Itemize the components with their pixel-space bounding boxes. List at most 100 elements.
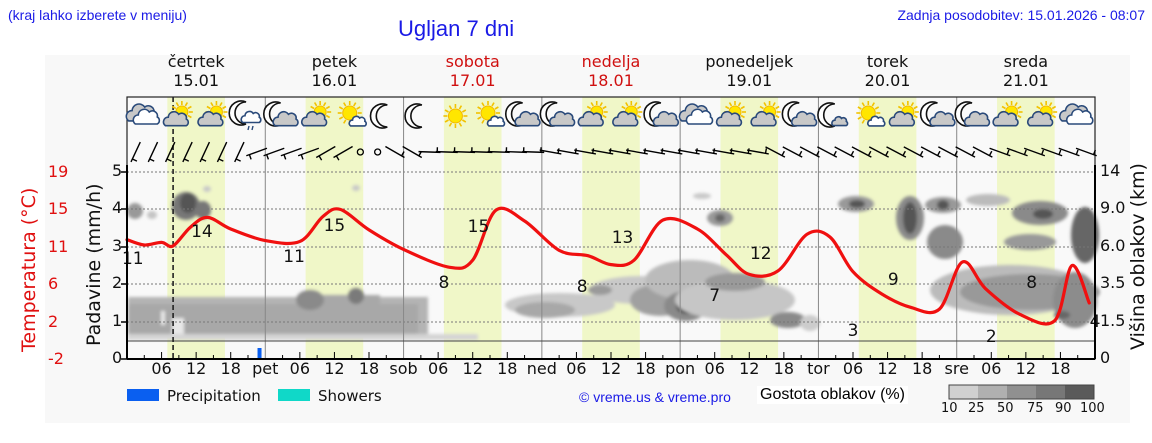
moon-icon — [369, 103, 388, 129]
temperature-label: 14 — [191, 222, 213, 242]
temperature-label: 8 — [577, 277, 588, 297]
temperature-label: 8 — [438, 273, 449, 293]
temp-tick: 6 — [48, 274, 59, 293]
sun-cloud-icon — [750, 101, 781, 127]
moon-cloud-icon — [781, 101, 818, 127]
temperature-label: 15 — [324, 216, 346, 236]
day-name: petek — [311, 52, 358, 71]
precip-tick: 0 — [112, 348, 123, 367]
temperature-labels: 1114111581581371239284 — [122, 216, 1100, 347]
temperature-label: 13 — [612, 228, 634, 248]
cloud-density-scale — [948, 384, 1095, 400]
cloud-scale-label: 90 — [1055, 401, 1072, 416]
cloud-scale-label: 10 — [941, 401, 958, 416]
precipitation-bars — [257, 348, 262, 359]
x-tick-label: 18 — [358, 359, 380, 378]
temperature-label: 8 — [1026, 273, 1037, 293]
sun-cloud-icon — [888, 101, 919, 127]
moon-cloud-icon — [919, 101, 956, 127]
temperature-label: 2 — [986, 327, 997, 347]
moon-cloud-icon — [505, 101, 541, 127]
temp-tick: 19 — [48, 162, 69, 181]
day-name: torek — [866, 52, 909, 71]
day-name: nedelja — [581, 52, 641, 71]
temp-tick: 11 — [48, 237, 69, 256]
wind-barbs — [130, 141, 1097, 163]
temp-tick: -2 — [48, 349, 64, 368]
copyright-link[interactable]: © vreme.us & vreme.pro — [579, 389, 731, 405]
moon-icon — [404, 103, 423, 129]
page-title: Ugljan 7 dni — [398, 16, 515, 41]
x-tick-label: 06 — [289, 359, 311, 378]
x-tick-label: 18 — [220, 359, 241, 378]
cloudy-icon — [678, 103, 714, 125]
day-name: sobota — [445, 52, 500, 71]
precip-tick: 2 — [112, 273, 123, 292]
x-tick-label: 12 — [600, 359, 622, 378]
moon-cloud-icon — [539, 101, 576, 127]
x-tick-label: pon — [665, 359, 696, 378]
sun-cloud-icon — [612, 101, 643, 127]
sun-cloud-icon — [577, 101, 608, 127]
cloudy-icon — [125, 103, 161, 125]
sun-cloud-icon — [162, 101, 193, 127]
precipitation-legend-label: Precipitation — [167, 387, 261, 405]
temperature-label: 12 — [750, 244, 772, 264]
sun-cloud-icon — [992, 101, 1023, 127]
left-axis-panel — [45, 55, 80, 423]
weather-icons — [125, 100, 1094, 131]
cloud-scale-label: 75 — [1027, 401, 1044, 416]
temp-tick: 15 — [48, 199, 69, 218]
sun-cloud-icon — [301, 101, 332, 127]
moon-cloud-icon — [954, 101, 991, 127]
moon-cloud-icon — [263, 101, 299, 127]
x-tick-label: 12 — [1015, 359, 1037, 378]
cloud-height-tick: 6.0 — [1100, 236, 1126, 255]
precip-tick: 5 — [112, 161, 123, 180]
moon-cloud-icon — [643, 101, 679, 127]
x-tick-label: tor — [807, 359, 830, 378]
x-tick-label: 18 — [1050, 359, 1071, 378]
x-tick-label: pet — [252, 359, 279, 378]
x-tick-label: 18 — [635, 359, 656, 378]
day-header: sreda 21.01 — [956, 52, 1096, 90]
day-header: sobota 17.01 — [403, 52, 543, 90]
x-tick-label: 12 — [739, 359, 760, 378]
showers-swatch — [278, 389, 310, 401]
moon-small-cloud-icon — [817, 102, 849, 128]
cloudy-icon — [1058, 103, 1094, 125]
sun-icon — [443, 104, 468, 128]
sun-cloud-icon — [1027, 101, 1058, 127]
precip-tick: 3 — [112, 236, 123, 255]
day-header: torek 20.01 — [818, 52, 958, 90]
day-header: četrtek 15.01 — [126, 52, 266, 90]
day-date: 18.01 — [588, 71, 634, 90]
day-date: 17.01 — [449, 71, 496, 90]
x-tick-label: 18 — [911, 359, 933, 378]
moon-cloud-rain-icon — [228, 100, 262, 131]
x-tick-label: 06 — [566, 359, 587, 378]
precip-tick: 4 — [112, 198, 123, 217]
sun-cloud-icon — [197, 101, 228, 127]
temperature-label: 9 — [888, 270, 899, 290]
cloud-density-layer — [127, 185, 1100, 340]
x-tick-label: ned — [526, 359, 557, 378]
cloud-scale-label: 50 — [997, 401, 1014, 416]
x-tick-label: 06 — [704, 359, 725, 378]
cloud-height-tick: 9.0 — [1100, 198, 1126, 217]
cloud-height-tick: 1.5 — [1100, 311, 1126, 330]
location-hint: (kraj lahko izberete v meniju) — [8, 7, 187, 23]
last-update: Zadnja posodobitev: 15.01.2026 - 08:07 — [897, 7, 1145, 23]
sun-small-cloud-icon — [856, 101, 886, 127]
showers-legend-label: Showers — [318, 387, 382, 405]
cloud-scale-label: 100 — [1080, 401, 1105, 416]
cloud-height-tick: 3.5 — [1100, 273, 1126, 292]
day-header: nedelja 18.01 — [541, 52, 681, 90]
precipitation-swatch — [127, 389, 159, 401]
x-tick-label: 06 — [427, 359, 449, 378]
sun-small-cloud-icon — [337, 101, 367, 127]
x-tick-label: 18 — [773, 359, 795, 378]
precip-tick: 1 — [112, 311, 123, 330]
grid-lines — [127, 171, 1095, 323]
